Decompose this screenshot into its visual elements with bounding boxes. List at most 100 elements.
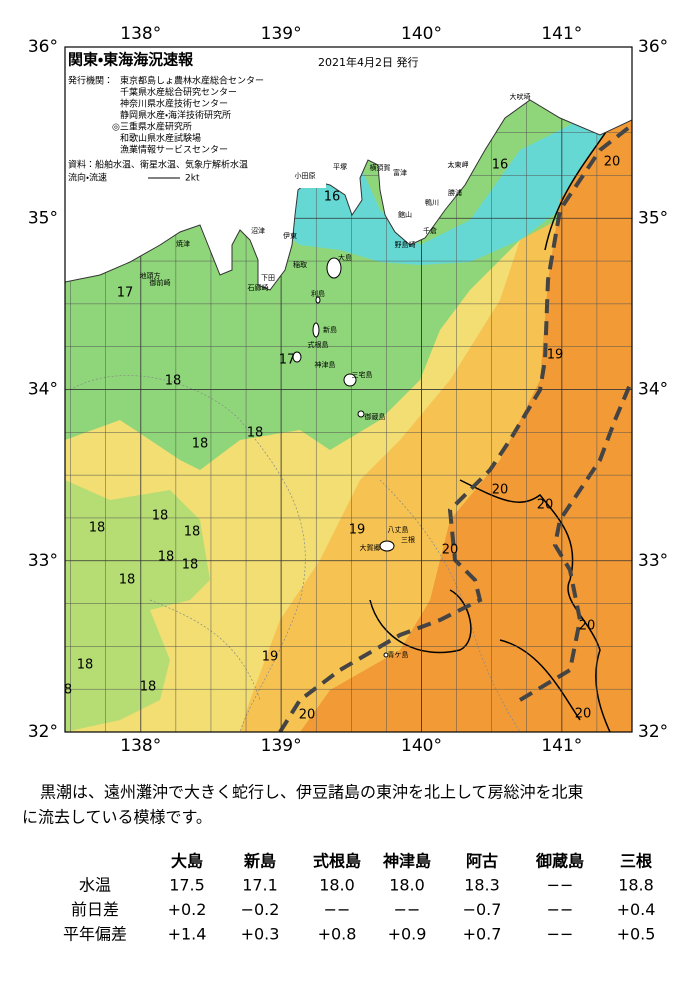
header-box (66, 48, 326, 188)
place-name: 伊東 (283, 231, 297, 240)
kuroshio-axis (278, 123, 632, 732)
table-cell: +0.8 (318, 925, 357, 944)
place-name: 小田原 (295, 171, 316, 180)
sources: 資料：船舶水温、衛星水温、気象庁解析水温 (68, 159, 248, 171)
table-cell: +0.5 (617, 925, 656, 944)
place-name: 平塚 (333, 162, 347, 171)
isotherm-label: 20 (299, 708, 316, 723)
publisher: 静岡県水産・海洋技術研究所 (120, 109, 231, 121)
place-name: 利島 (311, 289, 325, 298)
title: 関東・東海海況速報 (68, 51, 194, 69)
table-cell: 17.5 (169, 876, 205, 895)
sea-orange (300, 100, 632, 732)
isotherm-label: 18 (140, 680, 157, 695)
place-name: 野島崎 (395, 240, 416, 249)
place-name: 下田 (261, 274, 275, 282)
publisher: ◎三重県水産研究所 (112, 121, 192, 133)
isotherm-label: 18 (165, 374, 182, 389)
place-name: 石廊崎 (248, 283, 269, 292)
current-scale: 2kt (185, 174, 200, 184)
isotherm-label: 18 (119, 573, 136, 588)
isotherm-label: 20 (604, 155, 621, 170)
lon-label: 139° (261, 24, 302, 44)
place-name: 八丈島 (388, 525, 409, 534)
place-name: 焼津 (176, 239, 190, 248)
isotherm-label: 18 (158, 550, 175, 565)
isotherm-label: 19 (547, 348, 564, 363)
isotherm-label: 16 (324, 190, 341, 205)
publisher: 神奈川県水産技術センター (120, 98, 228, 110)
table-cell: +1.4 (168, 925, 207, 944)
isotherm-label: 20 (492, 483, 509, 498)
publisher: 漁業情報サービスセンター (120, 144, 228, 156)
table-header: 神津島 (382, 852, 431, 871)
place-name: 三根 (401, 535, 415, 544)
place-name: 大吠埼 (510, 92, 531, 101)
place-name: 鴨川 (425, 198, 439, 207)
place-name: 地頭方 (140, 271, 161, 280)
row-label: 水温 (79, 876, 111, 895)
table-cell: 17.1 (242, 876, 278, 895)
table-cell: −− (547, 876, 574, 895)
publisher: 東京都島しょ農林水産総合センター (120, 75, 264, 87)
lat-label: 34° (28, 380, 58, 400)
description: に流去している模様です。 (22, 808, 212, 827)
table-header: 新島 (243, 852, 276, 871)
table-header: 御蔵島 (535, 852, 584, 871)
table-header: 三根 (620, 852, 653, 871)
lon-label: 138° (120, 736, 161, 756)
isotherm-label: 20 (579, 619, 596, 634)
lon-label: 141° (541, 24, 582, 44)
isotherm-label: 17 (279, 353, 296, 368)
table-cell: −− (324, 900, 351, 919)
place-name: 稲取 (293, 260, 307, 269)
lon-label: 140° (401, 24, 442, 44)
table-cell: +0.9 (388, 925, 427, 944)
isotherm-label: 16 (492, 158, 509, 173)
sea-map (65, 47, 632, 732)
table-cell: +0.2 (168, 900, 207, 919)
table-cell: 18.0 (389, 876, 425, 895)
table-header: 大島 (171, 852, 203, 871)
isotherm-label: 19 (349, 523, 366, 538)
lat-label: 34° (638, 380, 668, 400)
row-label: 前日差 (71, 900, 119, 919)
place-name: 式根島 (308, 340, 329, 349)
lat-label: 33° (28, 551, 58, 571)
publisher: 千葉県水産総合研究センター (120, 86, 237, 98)
lat-label: 36° (638, 37, 668, 57)
lat-label: 35° (638, 208, 668, 228)
isotherm-label: 20 (537, 498, 554, 513)
sea-cyan (280, 100, 632, 265)
isotherm-label: 17 (117, 286, 134, 301)
issue-date: 2021年4月2日 発行 (318, 55, 419, 69)
isotherm-label: 20 (442, 543, 459, 558)
table-cell: 18.3 (464, 876, 500, 895)
place-name: 横須賀 (370, 163, 391, 172)
place-name: 千倉 (423, 226, 437, 235)
table-cell: −− (394, 900, 421, 919)
lat-label: 36° (28, 37, 58, 57)
table-header: 式根島 (313, 852, 361, 871)
isotherm-label: 18 (182, 558, 199, 573)
table-cell: −0.2 (241, 900, 280, 919)
sea-orange-yellow (240, 100, 632, 732)
description: 黒潮は、遠州灘沖で大きく蛇行し、伊豆諸島の東沖を北上して房総沖を北東 (40, 783, 584, 802)
isotherm-label: 18 (192, 437, 209, 452)
place-name: 館山 (398, 210, 412, 219)
place-name: 御前崎 (150, 278, 171, 287)
table-header: 阿古 (466, 852, 498, 871)
place-name: 富津 (393, 168, 407, 177)
place-name: 勝浦 (448, 188, 462, 197)
sea-light-green (65, 480, 210, 732)
isotherm-label: 18 (77, 658, 94, 673)
isotherm-label: 18 (247, 426, 264, 441)
table-cell: 18.8 (618, 876, 654, 895)
place-name: 御蔵島 (365, 412, 386, 421)
place-name: 沼津 (251, 226, 265, 235)
isotherm-label: 18 (184, 525, 201, 540)
isotherm-label: 18 (89, 521, 106, 536)
row-label: 平年偏差 (63, 925, 127, 944)
map-frame (64, 46, 633, 733)
